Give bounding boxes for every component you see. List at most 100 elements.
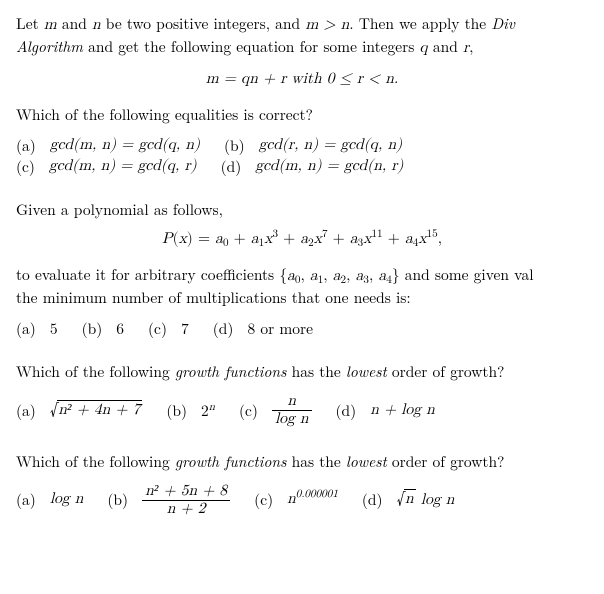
lowest: lowest bbox=[346, 361, 387, 382]
text: Which of the following bbox=[16, 361, 175, 382]
cond: m > n bbox=[305, 18, 349, 33]
plus2: + bbox=[278, 232, 300, 247]
exp: 0.000001 bbox=[296, 489, 338, 500]
opt-b-label: (b) bbox=[107, 490, 128, 511]
lowest: lowest bbox=[346, 451, 387, 472]
opt-c: gcd(m, n) = gcd(q, r) bbox=[49, 157, 197, 178]
plus1: + bbox=[229, 232, 251, 247]
a0: a bbox=[215, 232, 223, 247]
alg-word-1: Div bbox=[491, 13, 515, 34]
opt-d: n + log n bbox=[370, 401, 435, 422]
var-m: m bbox=[44, 18, 57, 33]
opt-d: gcd(m, n) = gcd(n, r) bbox=[255, 157, 403, 178]
question-4: Which of the following growth functions … bbox=[16, 452, 588, 520]
opt-b-label: (b) bbox=[82, 319, 103, 340]
x2: x bbox=[314, 232, 322, 247]
text: and bbox=[57, 13, 92, 34]
a1: a bbox=[251, 232, 259, 247]
text: the minimum number of multiplications th… bbox=[16, 287, 411, 308]
opt-a-label: (a) bbox=[16, 319, 36, 340]
opt-c: 7 bbox=[181, 319, 189, 340]
frac-num: n bbox=[272, 393, 312, 411]
question-1: Let m and n be two positive integers, an… bbox=[16, 14, 588, 178]
opt-c: nlog n bbox=[272, 393, 312, 430]
text: and get the following equation for some … bbox=[83, 36, 420, 57]
alg-word-2: Algorithm bbox=[16, 36, 83, 57]
q1-equation: m = qn + r with 0 ≤ r < n. bbox=[16, 70, 588, 91]
opt-a: √n² + 4n + 7 bbox=[50, 400, 143, 422]
q3-question: Which of the following growth functions … bbox=[16, 362, 588, 383]
opt-c: n0.000001 bbox=[287, 490, 338, 511]
comma: , bbox=[438, 232, 442, 247]
sqrt-n: n bbox=[404, 489, 416, 511]
text: has the bbox=[286, 361, 346, 382]
q4-question: Which of the following growth functions … bbox=[16, 452, 588, 473]
text: order of growth? bbox=[387, 361, 505, 382]
opt-c-label: (c) bbox=[254, 490, 273, 511]
text: and bbox=[428, 36, 463, 57]
opt-b: 2n bbox=[201, 401, 215, 422]
gf: growth functions bbox=[175, 361, 287, 382]
e4: 15 bbox=[427, 229, 438, 240]
question-3: Which of the following growth functions … bbox=[16, 362, 588, 430]
sqrt-n: n bbox=[58, 403, 67, 418]
q1-question: Which of the following equalities is cor… bbox=[16, 105, 588, 126]
opt-a-label: (a) bbox=[16, 490, 36, 511]
opt-a-label: (a) bbox=[16, 136, 36, 157]
plus3: + bbox=[328, 232, 350, 247]
a3: a bbox=[350, 232, 358, 247]
var-q: q bbox=[420, 41, 428, 56]
var-n: n bbox=[92, 18, 101, 33]
text: order of growth? bbox=[387, 451, 505, 472]
opt-b-label: (b) bbox=[224, 136, 245, 157]
opt-a: 5 bbox=[50, 319, 58, 340]
text: . Then we apply the bbox=[349, 13, 491, 34]
plus4: + bbox=[383, 232, 405, 247]
opt-c-label: (c) bbox=[148, 319, 167, 340]
a2: a bbox=[300, 232, 308, 247]
base-n: n bbox=[287, 492, 296, 507]
q1-intro: Let m and n be two positive integers, an… bbox=[16, 14, 588, 60]
gf: growth functions bbox=[175, 451, 287, 472]
q2-intro: Given a polynomial as follows, bbox=[16, 200, 588, 221]
opt-a: gcd(m, n) = gcd(q, n) bbox=[50, 136, 200, 157]
text: be two positive integers, and bbox=[101, 13, 306, 34]
text: Let bbox=[16, 13, 44, 34]
text: , bbox=[469, 36, 473, 57]
text: Which of the following bbox=[16, 451, 175, 472]
opt-d-label: (d) bbox=[336, 401, 357, 422]
q2-line2: to evaluate it for arbitrary coefficient… bbox=[16, 265, 588, 309]
q1-options: (a) gcd(m, n) = gcd(q, n) (b) gcd(r, n) = … bbox=[16, 136, 588, 178]
x4: x bbox=[418, 232, 426, 247]
q3-options: (a) √n² + 4n + 7 (b)2n (c) nlog n (d)n +… bbox=[16, 393, 588, 430]
sqrt-body: ² + 4n + 7 bbox=[67, 403, 140, 418]
opt-a: log n bbox=[50, 490, 84, 511]
frac-num: n² + 5n + 8 bbox=[142, 483, 230, 501]
q4-options: (a)log n (b) n² + 5n + 8n + 2 (c)n0.0000… bbox=[16, 483, 588, 520]
text: has the bbox=[286, 451, 346, 472]
opt-b-label: (b) bbox=[166, 401, 187, 422]
opt-d-label: (d) bbox=[213, 319, 234, 340]
text: to evaluate it for arbitrary coefficient… bbox=[16, 264, 287, 285]
question-2: Given a polynomial as follows, P(x) = a0… bbox=[16, 200, 588, 341]
opt-b: 6 bbox=[116, 319, 124, 340]
opt-d-label: (d) bbox=[221, 157, 242, 178]
opt-c-label: (c) bbox=[16, 157, 35, 178]
opt-b: gcd(r, n) = gcd(q, n) bbox=[259, 136, 402, 157]
opt-a-label: (a) bbox=[16, 401, 36, 422]
frac-den: n + 2 bbox=[142, 501, 230, 520]
q2-options: (a) 5 (b) 6 (c) 7 (d) 8 or more bbox=[16, 319, 588, 340]
frac-den: log n bbox=[272, 411, 312, 430]
opt-d: 8 or more bbox=[247, 319, 313, 340]
opt-c-label: (c) bbox=[239, 401, 258, 422]
e3: 11 bbox=[371, 229, 382, 240]
tail: log n bbox=[416, 493, 455, 508]
opt-b: n² + 5n + 8n + 2 bbox=[142, 483, 230, 520]
q2-equation: P(x) = a0 + a1x3 + a2x7 + a3x11 + a4x15, bbox=[16, 230, 588, 251]
text: } and some given val bbox=[392, 264, 534, 285]
opt-d: √n log n bbox=[397, 489, 455, 512]
base2: 2 bbox=[201, 400, 209, 421]
a4: a bbox=[405, 232, 413, 247]
opt-d-label: (d) bbox=[362, 490, 383, 511]
exp-n: n bbox=[209, 402, 215, 413]
